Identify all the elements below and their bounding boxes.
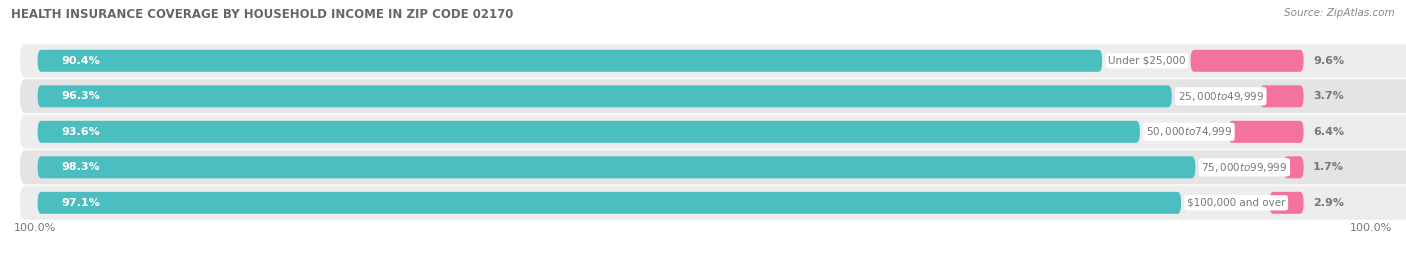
Text: 96.3%: 96.3%	[62, 91, 100, 101]
Text: 97.1%: 97.1%	[62, 198, 100, 208]
Text: HEALTH INSURANCE COVERAGE BY HOUSEHOLD INCOME IN ZIP CODE 02170: HEALTH INSURANCE COVERAGE BY HOUSEHOLD I…	[11, 8, 513, 21]
FancyBboxPatch shape	[38, 156, 1195, 178]
FancyBboxPatch shape	[1191, 50, 1303, 72]
Text: 9.6%: 9.6%	[1313, 56, 1344, 66]
Text: Under $25,000: Under $25,000	[1108, 56, 1185, 66]
Text: Source: ZipAtlas.com: Source: ZipAtlas.com	[1284, 8, 1395, 18]
Text: 90.4%: 90.4%	[62, 56, 100, 66]
Text: 98.3%: 98.3%	[62, 162, 100, 172]
Text: 100.0%: 100.0%	[1350, 223, 1392, 233]
FancyBboxPatch shape	[38, 121, 1140, 143]
FancyBboxPatch shape	[38, 50, 1102, 72]
FancyBboxPatch shape	[20, 44, 1406, 78]
Text: 100.0%: 100.0%	[14, 223, 56, 233]
Text: 6.4%: 6.4%	[1313, 127, 1344, 137]
FancyBboxPatch shape	[1260, 85, 1303, 107]
FancyBboxPatch shape	[20, 150, 1406, 184]
FancyBboxPatch shape	[38, 192, 1181, 214]
Text: $75,000 to $99,999: $75,000 to $99,999	[1201, 161, 1288, 174]
Text: 3.7%: 3.7%	[1313, 91, 1344, 101]
FancyBboxPatch shape	[1284, 156, 1303, 178]
Text: $50,000 to $74,999: $50,000 to $74,999	[1146, 125, 1232, 138]
FancyBboxPatch shape	[20, 186, 1406, 220]
FancyBboxPatch shape	[1270, 192, 1303, 214]
FancyBboxPatch shape	[20, 79, 1406, 113]
FancyBboxPatch shape	[1229, 121, 1303, 143]
Text: 93.6%: 93.6%	[62, 127, 100, 137]
Text: $100,000 and over: $100,000 and over	[1187, 198, 1285, 208]
Text: 2.9%: 2.9%	[1313, 198, 1344, 208]
Text: $25,000 to $49,999: $25,000 to $49,999	[1178, 90, 1264, 103]
FancyBboxPatch shape	[20, 115, 1406, 149]
Legend: With Coverage, Without Coverage: With Coverage, Without Coverage	[411, 267, 665, 269]
Text: 1.7%: 1.7%	[1313, 162, 1344, 172]
FancyBboxPatch shape	[38, 85, 1171, 107]
